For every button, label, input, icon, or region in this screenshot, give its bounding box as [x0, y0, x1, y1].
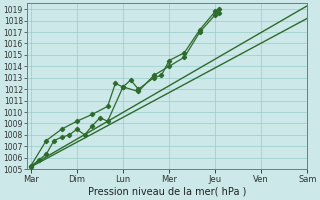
- X-axis label: Pression niveau de la mer( hPa ): Pression niveau de la mer( hPa ): [88, 187, 246, 197]
